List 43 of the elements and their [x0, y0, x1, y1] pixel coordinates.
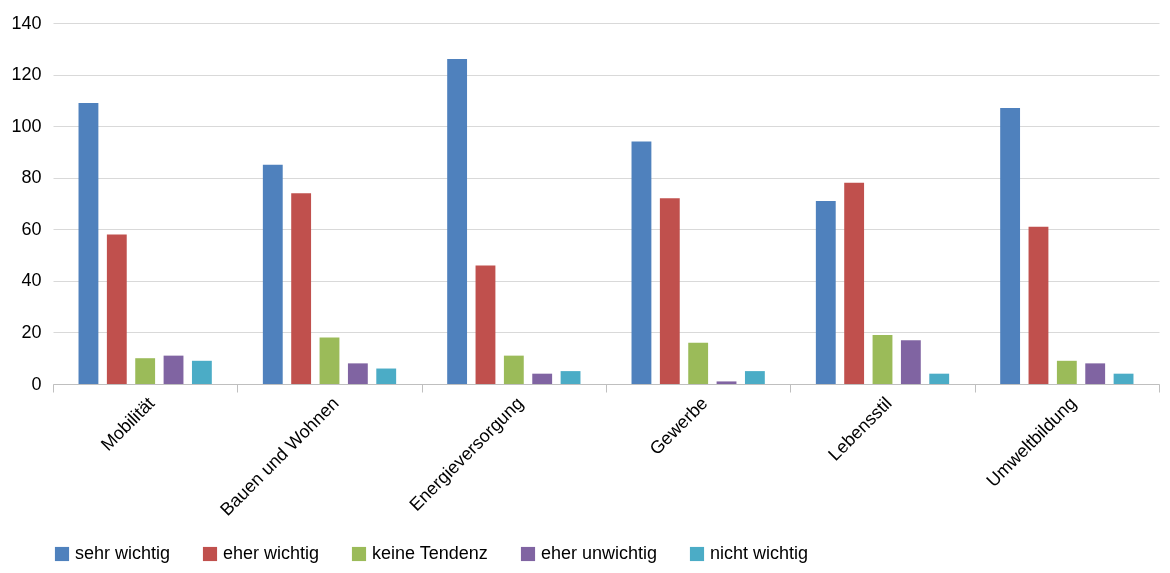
bar — [1028, 226, 1049, 384]
bar — [191, 360, 212, 384]
bar — [560, 371, 581, 384]
y-tick-label: 120 — [11, 64, 42, 85]
bar — [844, 182, 865, 384]
y-tick-label: 40 — [21, 270, 42, 291]
bar — [106, 234, 127, 384]
bar — [716, 381, 737, 384]
bar — [815, 200, 836, 384]
bar — [532, 373, 553, 384]
bar — [376, 368, 397, 384]
legend-label: keine Tendenz — [372, 543, 488, 563]
bar — [447, 59, 468, 384]
bar — [631, 141, 652, 384]
y-tick-label: 80 — [21, 167, 42, 188]
legend-label: sehr wichtig — [75, 543, 171, 563]
y-tick-label: 0 — [31, 373, 42, 394]
legend-label: eher wichtig — [223, 543, 320, 563]
bar — [1085, 363, 1106, 384]
bar — [1056, 360, 1077, 384]
bar — [872, 335, 893, 384]
bar — [78, 102, 99, 384]
bar — [503, 355, 524, 384]
bar — [929, 373, 950, 384]
bar — [659, 198, 680, 384]
bar — [688, 342, 709, 384]
bar — [135, 358, 156, 384]
y-tick-label: 60 — [21, 218, 42, 239]
bar — [163, 355, 184, 384]
bar — [900, 340, 921, 384]
bar — [319, 337, 340, 384]
y-tick-label: 20 — [21, 321, 42, 342]
bar — [475, 265, 496, 384]
y-tick-label: 140 — [11, 12, 42, 33]
bar — [262, 164, 283, 384]
bar — [1000, 108, 1021, 384]
bar — [744, 371, 765, 384]
legend-label: nicht wichtig — [710, 543, 809, 563]
bar — [347, 363, 368, 384]
legend-label: eher unwichtig — [541, 543, 658, 563]
bar — [291, 193, 312, 384]
bar — [1113, 373, 1134, 384]
y-tick-label: 100 — [11, 115, 42, 136]
